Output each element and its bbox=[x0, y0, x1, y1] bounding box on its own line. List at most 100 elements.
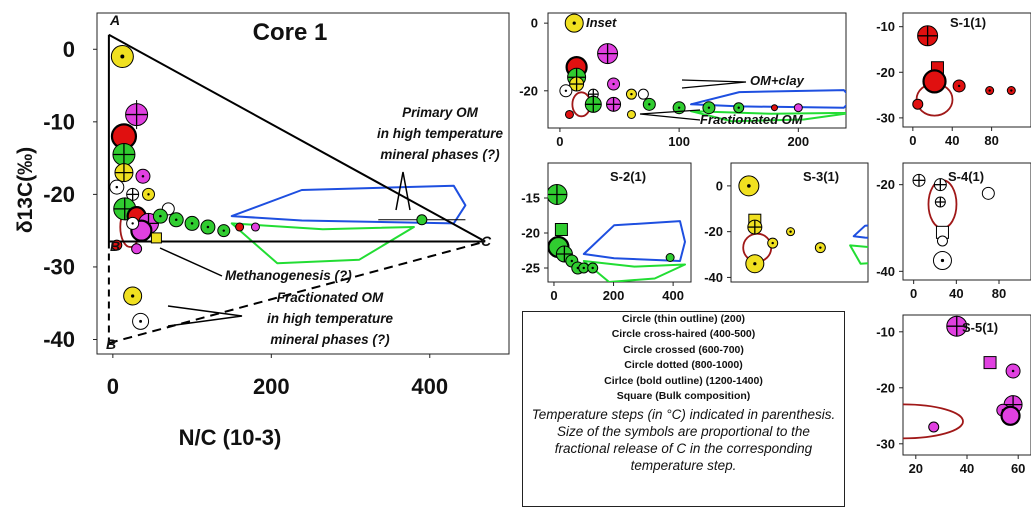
annotation-arrow bbox=[681, 79, 747, 89]
plot-area bbox=[107, 33, 486, 345]
data-point bbox=[416, 214, 428, 226]
annotation-fractionated-om: Fractionated OM bbox=[277, 290, 384, 305]
inset-plot: 0 -20 0 100 200 Inset OM+clay Fractionated OM bbox=[519, 12, 847, 149]
plot-area bbox=[912, 25, 1016, 117]
y-tick-label: -40 bbox=[43, 327, 75, 352]
red-envelope bbox=[903, 403, 964, 440]
x-tick-label: 200 bbox=[603, 288, 625, 303]
s5-plot: -10 -20 -30 20 40 60 S-5(1) bbox=[876, 314, 1031, 476]
legend-item: Circle crossed (600-700) bbox=[623, 343, 744, 356]
annotation-fractionated: Fractionated OM bbox=[700, 112, 804, 127]
annotation-fractionated-om: mineral phases (?) bbox=[270, 332, 390, 347]
y-tick-label: -15 bbox=[521, 191, 540, 206]
y-tick-label: -40 bbox=[876, 264, 895, 279]
y-tick-label: -20 bbox=[876, 65, 895, 80]
x-tick-label: 60 bbox=[1011, 461, 1025, 476]
blue-envelope bbox=[852, 224, 868, 239]
legend-item: Cirlce (bold outline) (1200-1400) bbox=[604, 374, 763, 387]
annotation-om-clay: OM+clay bbox=[750, 73, 805, 88]
annotation-primary-om: mineral phases (?) bbox=[380, 147, 500, 162]
panel-title: S-3(1) bbox=[803, 169, 839, 184]
green-envelope bbox=[849, 244, 868, 265]
green-envelope bbox=[230, 222, 415, 265]
data-point bbox=[1000, 405, 1021, 426]
y-tick-label: -10 bbox=[876, 324, 895, 339]
green-envelope bbox=[582, 260, 686, 282]
annotation-arrow bbox=[159, 247, 223, 277]
x-tick-label: 40 bbox=[949, 286, 963, 301]
plot-area bbox=[548, 184, 686, 282]
y-tick-label: -20 bbox=[521, 226, 540, 241]
y-tick-label: 0 bbox=[716, 178, 723, 193]
point-center-dot bbox=[222, 229, 225, 232]
data-point bbox=[564, 109, 574, 119]
legend-item: Circle (thin outline) (200) bbox=[621, 313, 746, 325]
x-tick-label: 100 bbox=[668, 134, 690, 149]
x-tick-label: 0 bbox=[556, 134, 563, 149]
y-tick-label: -20 bbox=[519, 83, 538, 98]
annotation-primary-om: in high temperature bbox=[377, 126, 504, 141]
point-center-dot bbox=[707, 106, 711, 109]
s3-plot: 0 -20 -40 S-3(1) bbox=[704, 162, 869, 285]
panel-title: S-1(1) bbox=[950, 15, 986, 30]
data-point bbox=[793, 103, 803, 113]
point-center-dot bbox=[771, 241, 774, 245]
y-tick-label: -30 bbox=[876, 110, 895, 125]
x-tick-label: 80 bbox=[992, 286, 1006, 301]
data-point bbox=[150, 232, 162, 244]
point-center-dot bbox=[957, 84, 961, 88]
point-center-dot bbox=[789, 230, 792, 233]
point-center-dot bbox=[139, 319, 143, 323]
point-center-dot bbox=[940, 258, 945, 263]
s1-plot: -10 -20 -30 0 40 80 S-1(1) bbox=[876, 12, 1031, 148]
annotation-methanogenesis: Methanogenesis (?) bbox=[225, 268, 352, 283]
data-point bbox=[912, 98, 924, 110]
point-center-dot bbox=[141, 174, 145, 178]
point-center-dot bbox=[753, 262, 757, 266]
data-point bbox=[554, 223, 568, 236]
legend-item: Square (Bulk composition) bbox=[616, 390, 751, 403]
green-envelope bbox=[690, 110, 846, 123]
y-tick-label: -20 bbox=[43, 182, 75, 207]
x-tick-label: 0 bbox=[910, 286, 917, 301]
point-center-dot bbox=[131, 294, 135, 298]
y-tick-label: -20 bbox=[876, 380, 895, 395]
vertex-label-C: C bbox=[481, 233, 492, 249]
panel-title: S-4(1) bbox=[948, 169, 984, 184]
s2-plot: -15 -20 -25 0 200 400 S-2(1) bbox=[521, 162, 692, 303]
plot-area bbox=[903, 315, 1023, 440]
legend-item: Circle dotted (800-1000) bbox=[624, 359, 743, 372]
core1-plot: 0 -10 -20 -30 -40 0 200 400 Core 1 A B C B Primary OM… bbox=[14, 12, 510, 450]
x-tick-label: 400 bbox=[411, 374, 448, 399]
data-point bbox=[235, 222, 245, 232]
plot-area bbox=[559, 13, 846, 123]
vertex-label-B-prime: B bbox=[106, 336, 116, 352]
s4-plot: -20 -40 0 40 80 S-4(1) bbox=[876, 162, 1031, 301]
x-tick-label: 0 bbox=[909, 133, 916, 148]
annotation-fractionated-om: in high temperature bbox=[267, 311, 394, 326]
annotation-arrow bbox=[167, 305, 243, 327]
point-center-dot bbox=[591, 266, 594, 270]
data-point bbox=[250, 222, 260, 232]
point-center-dot bbox=[159, 214, 162, 218]
point-center-dot bbox=[630, 92, 633, 96]
x-tick-label: 0 bbox=[550, 288, 557, 303]
y-tick-label: -30 bbox=[876, 436, 895, 451]
point-center-dot bbox=[190, 222, 194, 225]
data-point bbox=[936, 235, 948, 247]
data-point bbox=[626, 109, 636, 119]
annotation-arrow bbox=[395, 171, 411, 211]
data-point bbox=[665, 253, 675, 262]
point-center-dot bbox=[1011, 369, 1015, 373]
y-tick-label: -10 bbox=[43, 110, 75, 135]
y-axis-title: δ13C(‰) bbox=[14, 147, 37, 233]
x-axis-title: N/C (10-3) bbox=[179, 425, 282, 450]
plot-area bbox=[738, 175, 868, 274]
y-tick-label: 0 bbox=[63, 37, 75, 62]
legend-note: Temperature steps (in °C) indicated in p… bbox=[531, 407, 836, 474]
x-tick-label: 20 bbox=[909, 461, 923, 476]
data-point bbox=[983, 356, 997, 370]
point-center-dot bbox=[572, 21, 576, 25]
plot-area bbox=[912, 173, 995, 270]
